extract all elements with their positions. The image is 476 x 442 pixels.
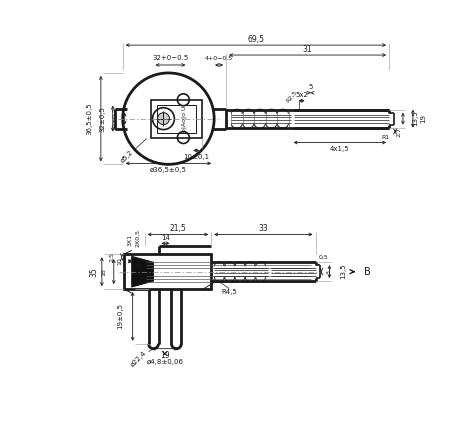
Text: 0,5: 0,5 — [318, 255, 328, 260]
Text: 13,5: 13,5 — [412, 111, 418, 126]
Text: 2X0,5: 2X0,5 — [135, 229, 140, 248]
Text: 31: 31 — [303, 45, 312, 53]
Bar — [157, 105, 196, 133]
Text: 21,5: 21,5 — [169, 224, 186, 233]
Text: 19±0,5: 19±0,5 — [117, 303, 123, 329]
Text: 33: 33 — [258, 224, 268, 233]
Bar — [150, 100, 202, 137]
Text: 14: 14 — [161, 236, 170, 241]
Text: 32±0,5: 32±0,5 — [100, 106, 106, 132]
Text: 3X1: 3X1 — [127, 234, 132, 247]
Text: 36,5±0,5: 36,5±0,5 — [86, 103, 92, 135]
Text: 2,7: 2,7 — [397, 126, 401, 137]
Text: 19: 19 — [420, 114, 426, 123]
Text: 19: 19 — [160, 351, 170, 360]
Text: 13,5: 13,5 — [340, 264, 347, 279]
Text: 69,5: 69,5 — [248, 34, 264, 44]
Bar — [124, 254, 211, 289]
Polygon shape — [132, 256, 154, 287]
Text: 5x2: 5x2 — [295, 92, 308, 98]
Text: R1: R1 — [381, 135, 389, 140]
Text: 10: 10 — [117, 257, 122, 265]
Text: ø4,8±0,06: ø4,8±0,06 — [147, 358, 183, 365]
Text: ø22,4: ø22,4 — [129, 350, 148, 368]
Text: o|Ao|o U: o|Ao|o U — [181, 105, 187, 132]
Text: 10±0,1: 10±0,1 — [183, 154, 209, 160]
Text: ø36,5±0,5: ø36,5±0,5 — [150, 168, 187, 173]
Text: 5: 5 — [308, 84, 313, 90]
Text: R2,5: R2,5 — [285, 90, 298, 104]
Text: ø5,2: ø5,2 — [119, 149, 134, 164]
Text: B: B — [364, 267, 371, 277]
Text: 4x1,5: 4x1,5 — [330, 146, 350, 152]
Text: 32+0−0.5: 32+0−0.5 — [152, 55, 188, 61]
Text: 35: 35 — [89, 267, 99, 277]
Circle shape — [158, 113, 169, 125]
Text: 2,5: 2,5 — [109, 252, 114, 262]
Text: 19±0,2: 19±0,2 — [112, 107, 117, 130]
Text: R4,5: R4,5 — [221, 289, 237, 294]
Text: 4+0−0.5: 4+0−0.5 — [205, 56, 233, 61]
Text: 18: 18 — [101, 268, 106, 275]
Text: 3: 3 — [327, 270, 332, 274]
Text: 1: 1 — [130, 259, 134, 264]
